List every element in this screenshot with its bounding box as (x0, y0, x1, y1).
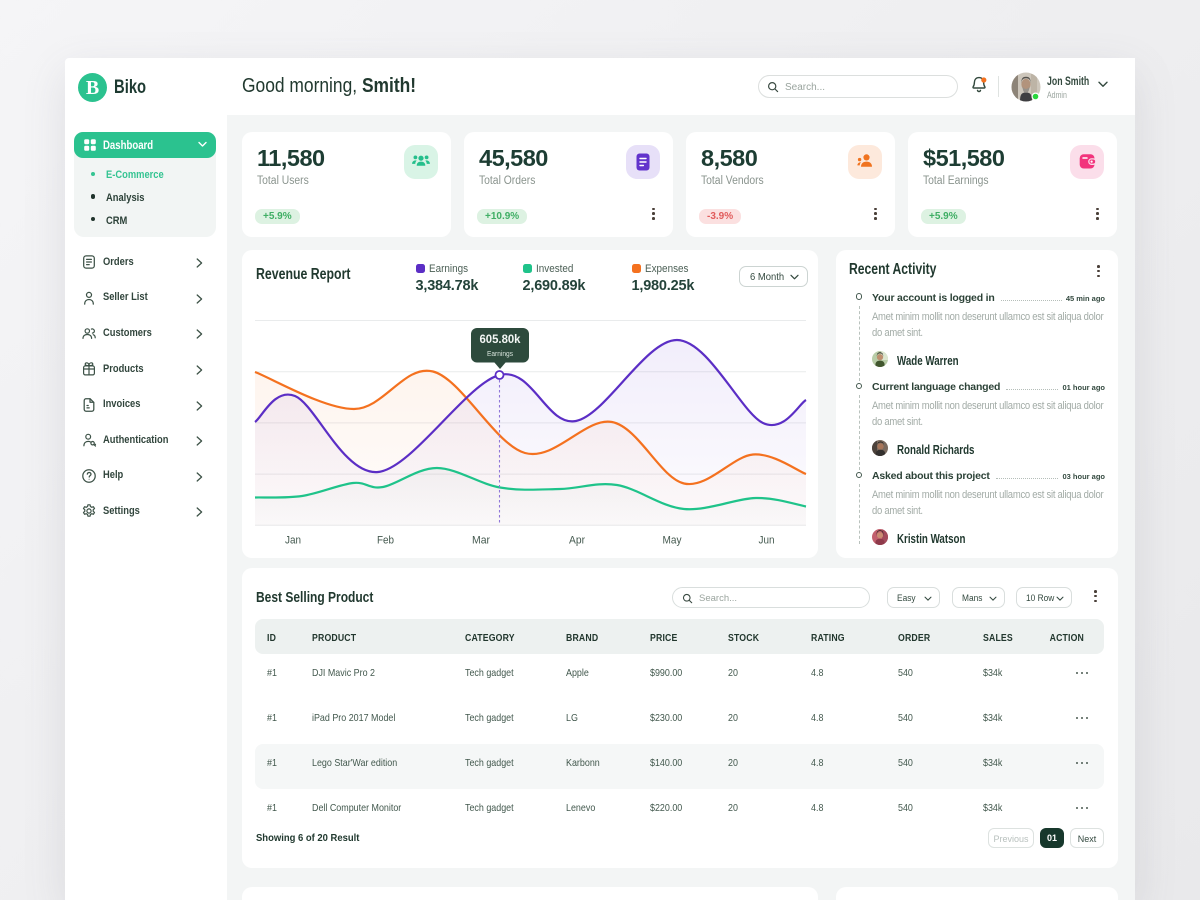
svg-text:May: May (663, 535, 682, 547)
svg-text:605.80k: 605.80k (480, 334, 522, 346)
svg-text:Earnings: Earnings (487, 349, 513, 358)
svg-text:Jun: Jun (759, 535, 775, 547)
svg-text:Feb: Feb (377, 535, 394, 547)
svg-text:Jan: Jan (285, 535, 301, 547)
svg-text:Mar: Mar (472, 535, 490, 547)
svg-text:Apr: Apr (569, 535, 585, 547)
